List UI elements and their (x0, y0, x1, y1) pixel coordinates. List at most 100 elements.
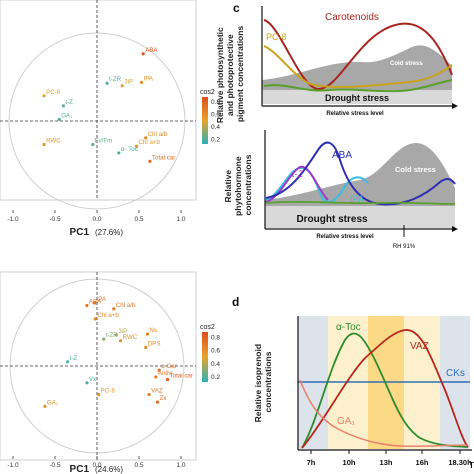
pca-top-frame (0, 0, 197, 201)
x-tick-label: 1.0 (176, 462, 185, 469)
pca-point-label: 3iP (118, 328, 127, 335)
c-bottom-xlabel: Relative stress level (316, 234, 374, 240)
ipa-label: IPA (350, 194, 364, 204)
pca-point-label: Fv/Fm (95, 138, 113, 145)
cks-label: CKs (446, 368, 465, 379)
pca-point (102, 337, 106, 341)
c-bottom-ylabel-line: concentrations (243, 154, 253, 215)
pca-point (139, 80, 144, 84)
colorbar-tick-label: 0.8 (211, 335, 220, 342)
pca-point (144, 136, 148, 140)
colorbar-tick-label: 0.6 (211, 348, 220, 355)
pca-point (114, 333, 118, 337)
c-bottom-ylabel-line: phytohormone (233, 156, 243, 216)
pca-point-label: t-ZR (109, 76, 122, 83)
pca-point (93, 317, 97, 321)
alpha-toc-line (301, 332, 469, 449)
pca-point-label: Total car (152, 154, 175, 161)
panel-c-bottom-chart: Relative phytohormone concentrations Dro… (223, 130, 458, 250)
pca-point-label: RWC (46, 138, 61, 145)
d-ylabel-line: Relative isoprenoid (253, 344, 263, 422)
pc8-line (263, 45, 453, 89)
x-tick-label: -0.5 (49, 462, 61, 469)
c-top-x-arrow (452, 103, 458, 109)
pca-point (120, 84, 124, 88)
x-tick-label: 7h (307, 458, 316, 467)
pca-point-label: ABA (145, 47, 158, 54)
pca-point-label: IPA (144, 75, 154, 82)
c-top-ylabel-line: and photoprotective (225, 34, 235, 116)
pca-point (141, 52, 145, 56)
pca-point-label: Chl a+b (97, 312, 119, 319)
pca-point-label: t-ZR (106, 332, 119, 339)
colorbar-tick-label: 0.2 (211, 374, 220, 381)
pca-point (134, 144, 139, 148)
c-bottom-x-arrow (452, 226, 458, 232)
pca-point-label: Chl a/b (116, 302, 136, 309)
x-tick-label: -1.0 (7, 462, 19, 469)
c-top-ylabel-line: pigment concentrations (235, 26, 245, 123)
vaz-label: VAZ (410, 341, 429, 352)
pca-point (118, 339, 123, 343)
x-tick-label: -0.5 (49, 216, 61, 223)
c-bottom-ylabel-line: Relative (223, 170, 233, 203)
panel-c-top-chart: Relative photosynthetic and photoprotect… (215, 6, 458, 123)
alpha-toc-label: α-Toc (336, 322, 361, 333)
panel-c-label: c (233, 1, 240, 15)
x-tick-label: 0.0 (92, 216, 101, 223)
pca-point-label: Chl a/b (148, 131, 168, 138)
carotenoids-line (263, 19, 453, 91)
pca-point-label: PC-8 (101, 388, 116, 395)
pca-plot-top: ABA PC-8 t-ZR 3iP IPA t-Z GA₁ RWC Fv/Fm Chl a/bCh… (0, 0, 220, 238)
pca-top-xlabel: PC1 (70, 227, 90, 238)
d-ylabel-line: concentrations (263, 351, 273, 412)
pca-bottom-xlabel: PC1 (70, 464, 90, 474)
pca-point (92, 301, 97, 305)
pca-point-label: α- Toc (121, 146, 138, 153)
colorbar-tick-label: 0.2 (211, 136, 220, 143)
x-tick-label: 16h (416, 458, 429, 467)
pca-top-xlabel-pct: (27.6%) (95, 228, 123, 237)
drought-stress-label: Drought stress (325, 93, 389, 103)
pca-point (165, 377, 170, 382)
pca-point (97, 392, 101, 397)
pca-point (105, 81, 109, 85)
ga1-label: GA₁ (337, 416, 355, 427)
pca-point (57, 117, 61, 121)
pca-point (43, 404, 47, 408)
c-top-ylabel-line: Relative photosynthetic (215, 27, 225, 123)
pca-point (61, 104, 65, 108)
pca-point-label: IPA (96, 296, 106, 303)
ipa-line (265, 166, 369, 203)
pca-point (144, 345, 148, 350)
pca-point-label: Total car (170, 372, 193, 379)
x-tick-label: 0.5 (134, 462, 143, 469)
pca-point-label: Vx (89, 376, 97, 383)
pca-point (85, 381, 89, 385)
aba-line (265, 141, 456, 206)
pca-point-label: GA₁ (61, 112, 72, 119)
pca-bottom-xlabel-pct: (24.6%) (95, 465, 123, 474)
rh-label: RH 91% (393, 244, 416, 250)
panel-d-chart: Relative isoprenoid concentrations α-Toc… (253, 316, 474, 470)
colorbar-title: cos2 (200, 324, 215, 331)
pca-point-label: 3iP (124, 79, 133, 86)
pca-point-label: GA₁ (47, 399, 58, 406)
pca-point-label: α-Car (161, 363, 177, 370)
c-top-ylabel: Relative photosynthetic and photoprotect… (215, 25, 245, 123)
pca-point-label: t-Z (65, 99, 73, 106)
pca-point-label: PC-8 (46, 89, 61, 96)
drought-stress-band (262, 90, 452, 104)
x-tick-label: 1.0 (176, 216, 185, 223)
pca-point (42, 94, 46, 98)
aba-label: ABA (332, 150, 352, 161)
x-tick-label: 18.30h (448, 458, 472, 467)
cold-stress-area (265, 143, 455, 208)
drought-stress-label: Drought stress (296, 214, 368, 225)
tz-label: t-Z (292, 169, 303, 179)
pca-point (117, 151, 121, 155)
pca-point (155, 400, 160, 404)
pc8-label: PC-8 (266, 32, 287, 42)
cold-stress-label: Cold stress (395, 165, 436, 174)
